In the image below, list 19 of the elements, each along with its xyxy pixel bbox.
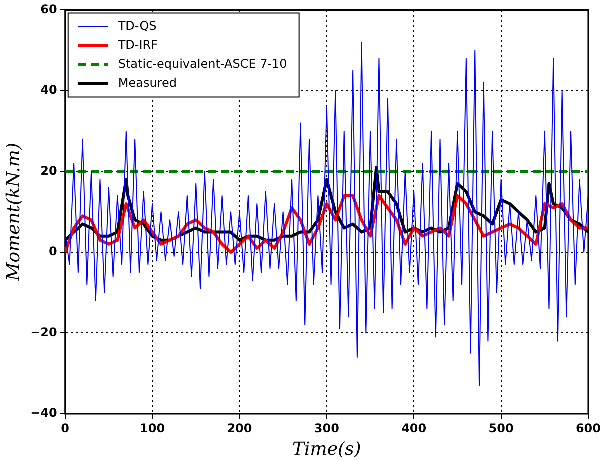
x-tick-label: 600 — [576, 421, 602, 436]
y-tick-label: 40 — [40, 83, 58, 98]
y-tick-label: 60 — [40, 2, 58, 16]
y-tick-label: −40 — [30, 406, 58, 420]
x-tick-label: 400 — [402, 421, 427, 436]
x-tick-label: 300 — [314, 421, 340, 436]
x-tick-label: 100 — [140, 421, 166, 436]
legend-label: Measured — [118, 76, 177, 90]
y-axis-title: Moment(kN.m) — [3, 143, 24, 282]
y-tick-label: 0 — [48, 244, 58, 259]
y-tick-label: −20 — [30, 325, 58, 340]
x-tick-label: 500 — [488, 421, 514, 436]
x-tick-label: 0 — [61, 421, 70, 436]
x-axis-title: Time(s) — [292, 438, 362, 460]
legend-label: TD-IRF — [117, 38, 158, 52]
legend-label: Static-equivalent-ASCE 7-10 — [118, 56, 288, 71]
y-tick-label: 20 — [40, 164, 58, 178]
legend-label: TD-QS — [117, 18, 157, 33]
x-tick-label: 200 — [227, 421, 252, 436]
